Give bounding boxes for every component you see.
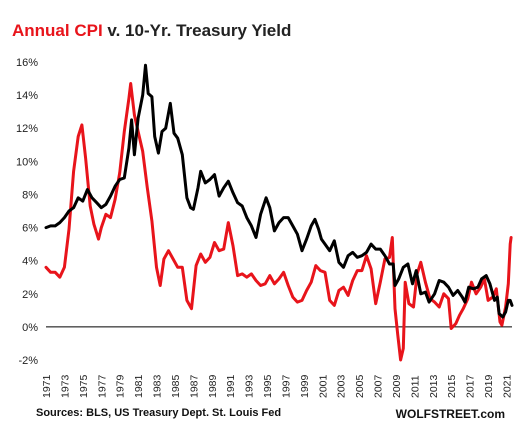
x-tick-label: 2007 — [373, 374, 385, 398]
x-tick-label: 1987 — [188, 374, 200, 398]
x-axis-labels: 1971 1973 1975 1977 1979 1981 1983 1985 1987 1989… — [41, 374, 513, 398]
x-tick-label: 1997 — [280, 374, 292, 398]
y-axis-labels: -2% 0% 2% 4% 6% 8% 10% 12% 14% 16% — [16, 57, 38, 367]
x-tick-label: 2001 — [317, 374, 329, 398]
x-tick-label: 2011 — [409, 375, 421, 398]
x-tick-label: 2005 — [354, 374, 366, 398]
x-tick-label: 2013 — [428, 374, 440, 398]
brand-label: WOLFSTREET.com — [395, 407, 505, 421]
x-tick-label: 1995 — [262, 374, 274, 398]
y-tick-label: 2% — [22, 289, 38, 301]
source-note: Sources: BLS, US Treasury Dept. St. Loui… — [36, 407, 282, 419]
x-tick-label: 1979 — [115, 374, 127, 398]
y-tick-label: 0% — [22, 322, 38, 334]
x-tick-label: 2015 — [446, 374, 458, 398]
x-tick-label: 2003 — [336, 374, 348, 398]
x-tick-label: 2009 — [391, 374, 403, 398]
x-tick-label: 1973 — [59, 374, 71, 398]
x-tick-label: 1999 — [299, 374, 311, 398]
x-tick-label: 2021 — [501, 374, 513, 398]
x-tick-label: 1983 — [152, 374, 164, 398]
x-tick-label: 1985 — [170, 374, 182, 398]
y-tick-label: -2% — [18, 355, 38, 367]
cpi-series-line — [44, 82, 513, 362]
x-tick-label: 1975 — [78, 374, 90, 398]
x-tick-label: 2017 — [465, 374, 477, 398]
x-tick-label: 1991 — [225, 374, 237, 398]
x-tick-label: 1981 — [133, 374, 145, 398]
y-tick-label: 6% — [22, 223, 38, 235]
y-tick-label: 16% — [16, 57, 38, 69]
yield-series-line — [44, 63, 514, 319]
y-tick-label: 10% — [16, 156, 38, 168]
chart-title-rest: v. 10-Yr. Treasury Yield — [102, 21, 292, 40]
y-tick-label: 4% — [22, 256, 38, 268]
chart-title-cpi: Annual CPI — [12, 21, 103, 40]
y-tick-label: 8% — [22, 189, 38, 201]
y-tick-label: 12% — [16, 123, 38, 135]
x-tick-label: 1971 — [41, 374, 53, 398]
y-tick-label: 14% — [16, 90, 38, 102]
chart-title: Annual CPI v. 10-Yr. Treasury Yield — [12, 21, 291, 41]
x-tick-label: 2019 — [483, 374, 495, 398]
x-tick-label: 1993 — [244, 374, 256, 398]
x-tick-label: 1977 — [96, 374, 108, 398]
x-tick-label: 1989 — [207, 374, 219, 398]
